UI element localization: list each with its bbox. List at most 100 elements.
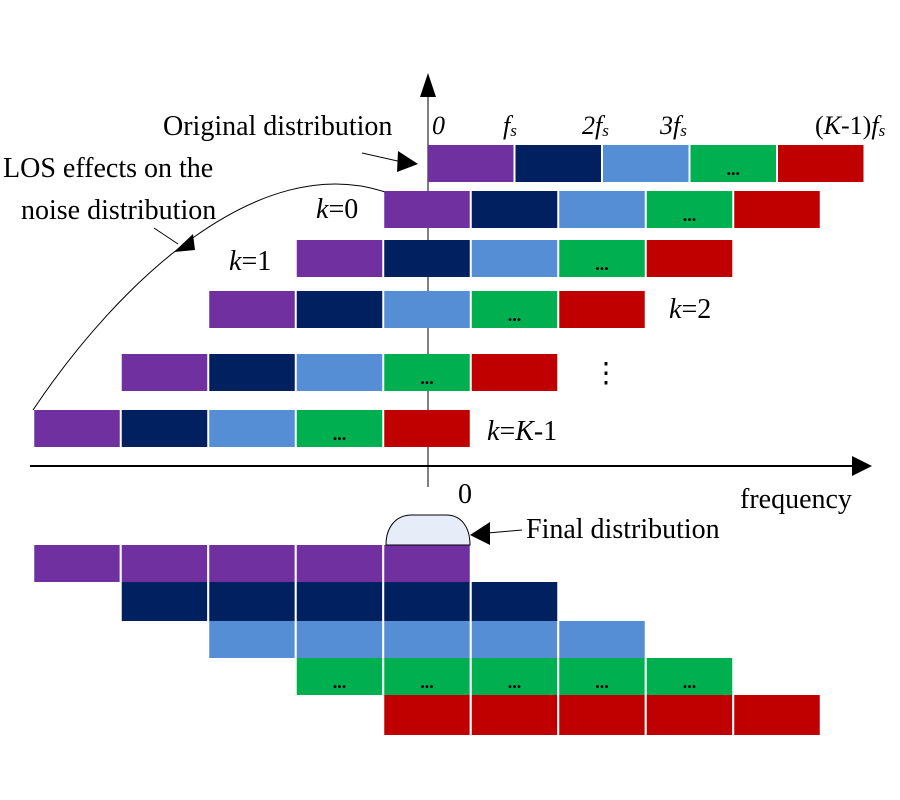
final-block-band5 [471, 695, 558, 735]
final-row-band1 [34, 545, 470, 582]
band-block-band1 [209, 291, 295, 328]
block-separator [469, 582, 472, 621]
los-arrow-line [153, 227, 179, 245]
band-ellipsis: ... [508, 305, 522, 325]
los-effects-label-line1: LOS effects on the [3, 153, 213, 184]
final-block-band4 [384, 658, 470, 695]
final-block-band2 [471, 582, 558, 621]
band-ellipsis: ... [595, 254, 609, 274]
band-block-band5 [646, 240, 733, 277]
band-block-band5 [734, 191, 820, 228]
final-distribution-label: Final distribution [526, 514, 720, 545]
final-block-band2 [384, 582, 470, 621]
block-separator [207, 545, 210, 582]
block-separator [557, 695, 560, 735]
band-block-band5 [384, 410, 470, 447]
block-separator [557, 621, 560, 658]
final-block-band3 [471, 621, 558, 658]
band-block-band1 [428, 145, 514, 182]
replica-row-k-K-1: ... [34, 410, 470, 447]
frequency-axis-label: frequency [740, 484, 852, 515]
band-block-band2 [515, 145, 601, 182]
replica-row-k-2: ... [209, 291, 645, 328]
band-block-band2 [209, 354, 295, 391]
band-block-band3 [296, 354, 383, 391]
axis-zero-label: 0 [458, 479, 472, 510]
block-separator [732, 695, 735, 735]
block-separator [469, 695, 472, 735]
tick-label-fs: fs [503, 111, 517, 140]
original-distribution-arrow-icon [397, 151, 418, 172]
final-distribution-arrow-line [487, 529, 523, 534]
replica-row-k-1: ... [296, 240, 733, 277]
band-block-band4 [471, 291, 558, 328]
block-separator [382, 582, 385, 621]
final-block-band1 [121, 545, 208, 582]
final-stack: ............... [34, 545, 820, 735]
final-block-band4 [296, 658, 383, 695]
band-block-band3 [559, 191, 645, 228]
band-block-band1 [296, 240, 383, 277]
band-block-band5 [559, 291, 645, 328]
block-separator [382, 545, 385, 582]
band-block-band2 [471, 191, 558, 228]
final-distribution-blob [385, 514, 471, 546]
block-separator [469, 658, 472, 695]
final-block-band1 [384, 545, 470, 582]
final-block-band5 [646, 695, 733, 735]
band-block-band4 [296, 410, 383, 447]
band-ellipsis: ... [333, 424, 347, 444]
final-block-band1 [209, 545, 295, 582]
final-row-band4: ............... [296, 658, 733, 695]
final-distribution-arrow-icon [470, 522, 490, 545]
band-block-band1 [34, 410, 120, 447]
tick-label-2fs: 2fs [582, 111, 609, 140]
block-separator [294, 545, 297, 582]
band-ellipsis: ... [595, 672, 609, 692]
final-block-band2 [296, 582, 383, 621]
shifted-replicas: .................. [34, 145, 864, 447]
band-ellipsis: ... [420, 368, 434, 388]
final-block-band1 [34, 545, 120, 582]
block-separator [557, 658, 560, 695]
band-ellipsis: ... [683, 205, 697, 225]
block-separator [294, 582, 297, 621]
replica-row-k-dots: ... [121, 354, 558, 391]
block-separator [469, 621, 472, 658]
block-separator [382, 621, 385, 658]
band-block-band5 [471, 354, 558, 391]
band-ellipsis: ... [508, 672, 522, 692]
band-block-band3 [603, 145, 689, 182]
band-block-band1 [121, 354, 208, 391]
band-ellipsis: ... [333, 672, 347, 692]
row-label-k1: k=1 [229, 246, 271, 277]
los-arrow-icon [174, 234, 195, 252]
band-ellipsis: ... [727, 159, 741, 179]
band-block-band5 [778, 145, 864, 182]
final-block-band1 [296, 545, 383, 582]
final-row-band3 [209, 621, 645, 658]
final-block-band5 [559, 695, 645, 735]
row-label-vdots: ⋮ [592, 358, 620, 389]
block-separator [207, 582, 210, 621]
band-ellipsis: ... [683, 672, 697, 692]
band-block-band3 [471, 240, 558, 277]
band-block-band2 [296, 291, 383, 328]
vertical-axis-arrow-icon [420, 73, 436, 97]
final-block-band3 [296, 621, 383, 658]
final-block-band3 [384, 621, 470, 658]
final-row-band5 [384, 695, 820, 735]
band-block-band1 [384, 191, 470, 228]
band-block-band3 [384, 291, 470, 328]
los-curve [32, 183, 386, 411]
final-block-band4 [646, 658, 733, 695]
final-block-band2 [121, 582, 208, 621]
row-label-k-K-1: k=K-1 [487, 416, 557, 447]
los-effects-label-line2: noise distribution [21, 195, 216, 226]
final-block-band4 [471, 658, 558, 695]
block-separator [644, 695, 647, 735]
final-block-band3 [559, 621, 645, 658]
final-block-band3 [209, 621, 295, 658]
frequency-axis-arrow-icon [852, 456, 872, 476]
